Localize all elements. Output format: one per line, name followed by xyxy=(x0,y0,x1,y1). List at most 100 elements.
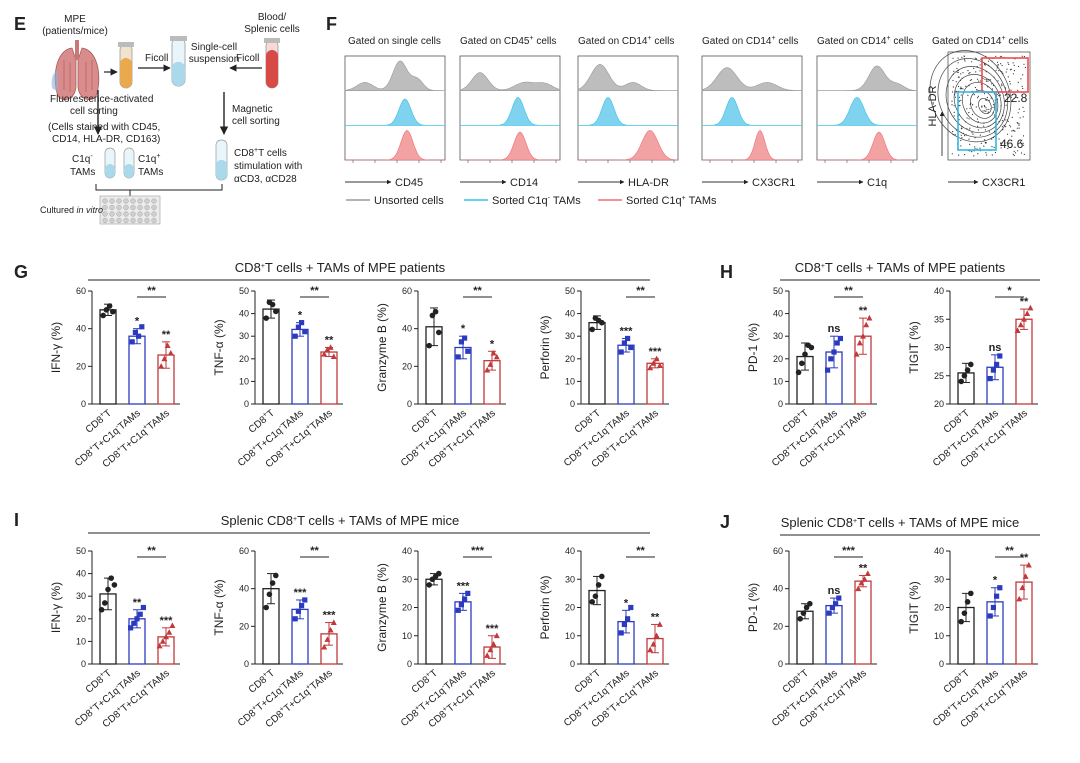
ficoll-right-label: Ficoll xyxy=(236,53,259,64)
significance-mark: ** xyxy=(1020,552,1029,564)
scatter-dot xyxy=(979,134,982,136)
label-part: + xyxy=(821,263,825,270)
scatter-dot xyxy=(1023,63,1025,65)
scatter-dot xyxy=(1014,152,1017,154)
stim-line2: stimulation with xyxy=(234,161,302,172)
data-point xyxy=(429,312,436,319)
label-part: + xyxy=(414,704,422,712)
data-point xyxy=(110,308,116,315)
label-part: + xyxy=(812,446,820,454)
gate-title: Gated on CD45+ cells xyxy=(460,35,556,47)
scatter-dot xyxy=(951,91,954,93)
scatter-dot xyxy=(952,79,954,82)
scatter-dot xyxy=(991,88,994,90)
y-tick-label: 40 xyxy=(76,569,86,579)
label-part: TAMs xyxy=(145,668,172,693)
gate-pct-pos: 22.8 xyxy=(1004,91,1028,105)
histogram-c1q-pos xyxy=(345,130,445,161)
scatter-dot xyxy=(1018,127,1020,129)
scatter-dot xyxy=(953,115,955,117)
scatter-dot xyxy=(971,104,974,106)
scatter-dot xyxy=(997,64,999,66)
panel-letter-j: J xyxy=(720,512,730,532)
scatter-dot xyxy=(1010,89,1012,91)
data-point xyxy=(426,342,433,349)
plate-well xyxy=(109,204,115,211)
plate-well xyxy=(109,217,115,224)
y-axis-label: TIGIT (%) xyxy=(907,581,921,633)
data-point xyxy=(599,319,605,326)
label-part: T xyxy=(960,408,972,420)
scatter-dot xyxy=(983,122,985,124)
scatter-dot xyxy=(974,147,976,149)
scatter-dot xyxy=(1002,129,1004,131)
scatter-dot xyxy=(1017,81,1019,83)
label-part: + xyxy=(946,704,954,712)
data-point xyxy=(997,353,1003,359)
gate-c1q-pos xyxy=(981,57,1029,93)
density-contour xyxy=(978,97,992,115)
label-part: + xyxy=(261,671,269,679)
label-part: + xyxy=(839,683,847,691)
marker-label: CX3CR1 xyxy=(752,177,795,189)
data-point xyxy=(1019,584,1026,591)
label-part: - xyxy=(603,683,610,690)
data-point xyxy=(1021,316,1027,322)
label-part: TAMs xyxy=(634,408,661,433)
data-point xyxy=(465,348,471,354)
scatter-dot xyxy=(983,145,985,147)
data-point xyxy=(269,580,276,586)
data-point xyxy=(269,301,276,308)
scatter-dot xyxy=(1001,64,1003,67)
data-point xyxy=(131,620,137,626)
scatter-dot xyxy=(974,146,976,148)
y-tick-label: 20 xyxy=(402,603,412,613)
scatter-dot xyxy=(1006,68,1008,70)
data-point xyxy=(836,595,842,601)
scatter-dot xyxy=(963,59,966,61)
scatter-dot xyxy=(1013,150,1015,152)
scatter-dot xyxy=(976,118,979,120)
label-part: + xyxy=(631,683,639,691)
label-part: CD8 xyxy=(827,515,853,530)
data-point xyxy=(807,600,813,607)
scatter-dot xyxy=(967,94,969,96)
data-point xyxy=(164,342,171,349)
scatter-dot xyxy=(996,98,999,100)
label-part: T xyxy=(428,408,440,420)
y-tick-label: 20 xyxy=(565,354,575,364)
label-part: T xyxy=(799,668,811,680)
scatter-dot xyxy=(1022,135,1025,137)
data-point xyxy=(808,344,815,351)
scatter-dot xyxy=(983,93,986,95)
scatter-dot xyxy=(968,85,970,87)
scatter-dot xyxy=(979,147,981,149)
x-category-label: CD8+T+C1q-TAMs xyxy=(398,407,469,469)
data-point xyxy=(106,303,113,309)
scatter-dot xyxy=(1005,71,1007,73)
data-point xyxy=(656,621,663,627)
data-point xyxy=(1027,304,1034,311)
label-part: - xyxy=(972,423,979,430)
panel-title-g: CD8+T cells + TAMs of MPE patients xyxy=(235,260,446,275)
data-point xyxy=(834,340,840,346)
scatter-dot xyxy=(954,94,956,96)
label-part: TAMs xyxy=(308,408,335,433)
scatter-dot xyxy=(988,99,990,101)
y-tick-label: 60 xyxy=(76,286,86,296)
y-tick-label: 10 xyxy=(773,376,783,386)
scatter-dot xyxy=(969,72,971,74)
scatter-dot xyxy=(986,99,988,101)
scatter-dot xyxy=(985,55,987,58)
y-axis-label: IFN-γ (%) xyxy=(49,582,63,633)
data-point xyxy=(105,586,111,593)
gate-title: Gated on CD14+ cells xyxy=(578,35,674,47)
panel-f: F Gated on single cells Gated on CD45+ ce… xyxy=(326,14,1031,207)
data-point xyxy=(324,346,331,353)
y-axis-label: TNF-α (%) xyxy=(212,579,226,635)
scatter-dot xyxy=(1012,153,1014,155)
